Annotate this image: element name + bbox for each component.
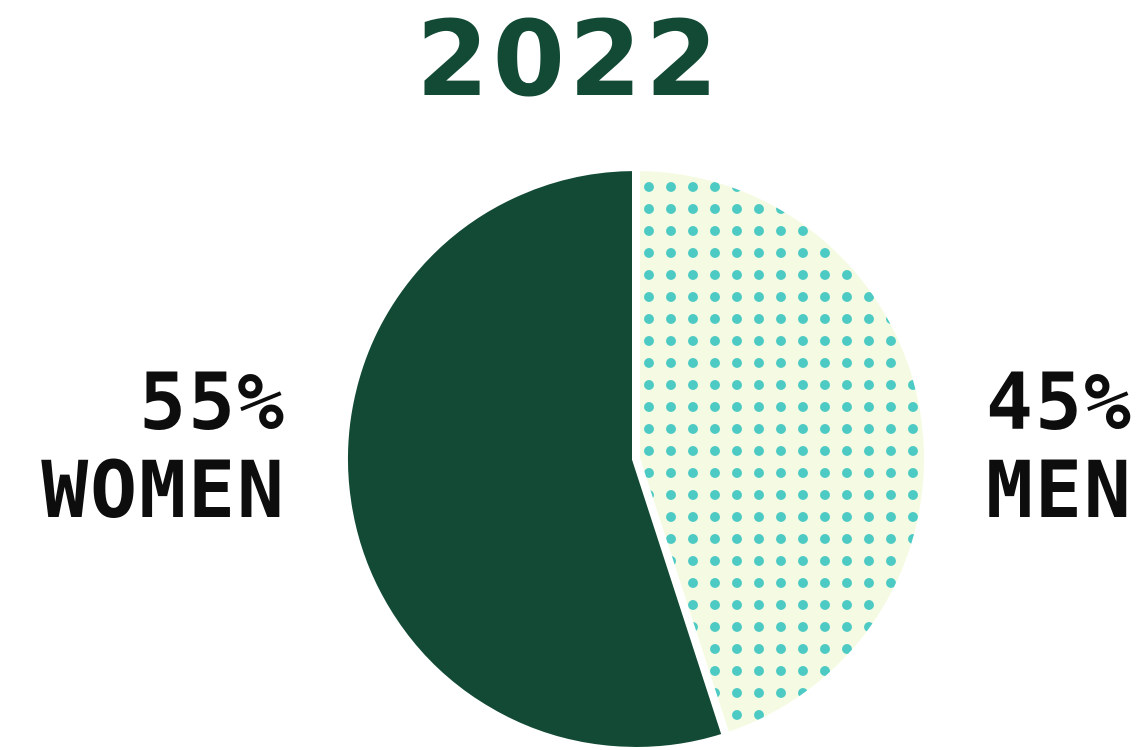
label-men: 45% MEN	[986, 364, 1133, 530]
pie-slice-women	[340, 162, 732, 750]
men-percent: 45%	[986, 358, 1133, 448]
pie-slice-men	[632, 162, 932, 742]
label-women: 55% WOMEN	[41, 364, 286, 530]
chart-title: 2022	[416, 0, 722, 120]
women-percent: 55%	[139, 358, 286, 448]
women-label: WOMEN	[41, 446, 286, 536]
men-label: MEN	[986, 446, 1133, 536]
